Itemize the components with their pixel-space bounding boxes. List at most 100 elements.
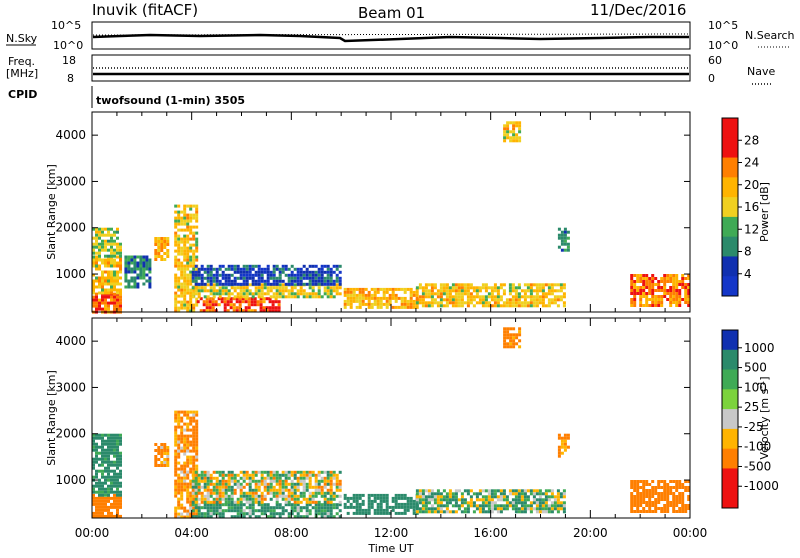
velocity-cell bbox=[266, 485, 270, 489]
power-cell bbox=[466, 304, 470, 308]
velocity-cell bbox=[323, 485, 327, 489]
velocity-cell bbox=[260, 503, 264, 507]
velocity-cell bbox=[355, 511, 359, 515]
velocity-cell bbox=[675, 495, 679, 498]
velocity-cell bbox=[329, 476, 333, 480]
power-cell bbox=[550, 286, 554, 290]
velocity-cell bbox=[174, 458, 178, 462]
power-cell bbox=[376, 305, 380, 309]
power-cell bbox=[92, 295, 95, 299]
power-cell bbox=[409, 290, 413, 294]
velocity-cell bbox=[189, 440, 193, 444]
velocity-cell bbox=[218, 509, 222, 513]
velocity-cell bbox=[508, 504, 512, 508]
nave-label: Nave bbox=[747, 65, 775, 78]
power-cell bbox=[194, 276, 198, 280]
velocity-cell bbox=[687, 480, 691, 483]
power-cell bbox=[242, 282, 246, 286]
power-cell bbox=[415, 286, 419, 290]
velocity-cbar-swatch bbox=[722, 428, 738, 450]
power-cell bbox=[320, 267, 324, 271]
power-cell bbox=[518, 127, 522, 131]
velocity-cell bbox=[177, 446, 181, 450]
velocity-cell bbox=[101, 472, 104, 476]
velocity-cell bbox=[523, 498, 527, 502]
velocity-cell bbox=[421, 498, 425, 502]
power-cell bbox=[227, 292, 231, 296]
velocity-cell bbox=[335, 485, 339, 489]
power-cell bbox=[95, 276, 98, 280]
power-cell bbox=[355, 296, 359, 300]
velocity-cell bbox=[177, 488, 181, 492]
power-cell bbox=[514, 292, 518, 296]
power-cell bbox=[430, 295, 434, 299]
power-cell bbox=[189, 243, 193, 247]
velocity-cell bbox=[509, 339, 513, 343]
velocity-cell bbox=[633, 495, 637, 498]
velocity-cell bbox=[95, 514, 98, 518]
velocity-cell bbox=[272, 494, 276, 498]
power-cell bbox=[233, 270, 237, 274]
velocity-cell bbox=[224, 497, 228, 501]
velocity-cell bbox=[666, 498, 670, 501]
velocity-cell bbox=[195, 434, 199, 438]
velocity-cell bbox=[427, 498, 431, 502]
power-cell bbox=[192, 303, 196, 307]
velocity-cell bbox=[329, 491, 333, 495]
power-cell bbox=[675, 298, 679, 301]
power-cell bbox=[323, 289, 327, 293]
power-cell bbox=[189, 306, 193, 310]
power-cell bbox=[95, 227, 98, 231]
power-cell bbox=[242, 289, 246, 293]
power-cell bbox=[226, 303, 230, 307]
power-cell bbox=[116, 282, 119, 286]
power-cell bbox=[104, 282, 107, 286]
velocity-cell bbox=[633, 498, 637, 501]
velocity-cell bbox=[512, 327, 516, 331]
velocity-cell bbox=[113, 478, 116, 482]
velocity-cell bbox=[645, 501, 649, 504]
velocity-cell bbox=[186, 416, 190, 420]
velocity-cell bbox=[645, 504, 649, 507]
velocity-cell bbox=[113, 436, 116, 440]
power-cell bbox=[177, 264, 181, 268]
velocity-cell bbox=[529, 501, 533, 505]
velocity-cell bbox=[448, 495, 452, 499]
velocity-cell bbox=[448, 498, 452, 502]
velocity-cell bbox=[110, 496, 113, 500]
velocity-cell bbox=[107, 433, 110, 437]
power-cell bbox=[481, 295, 485, 299]
velocity-cell bbox=[439, 492, 443, 496]
power-cell bbox=[215, 282, 219, 286]
velocity-cell bbox=[636, 495, 640, 498]
power-cell bbox=[326, 292, 330, 296]
velocity-cell bbox=[290, 506, 294, 510]
power-cell bbox=[98, 230, 101, 234]
velocity-cell bbox=[657, 492, 661, 495]
power-cell bbox=[633, 298, 637, 301]
power-cell bbox=[269, 295, 273, 299]
velocity-cell bbox=[98, 493, 101, 497]
power-cell bbox=[142, 276, 146, 280]
power-cell bbox=[518, 130, 522, 134]
power-cell bbox=[189, 288, 193, 292]
velocity-cell bbox=[651, 492, 655, 495]
velocity-cell bbox=[391, 499, 395, 503]
nsky-tick-bottom: 10^0 bbox=[53, 39, 83, 52]
velocity-cell bbox=[192, 443, 196, 447]
power-cell bbox=[209, 264, 213, 268]
velocity-cell bbox=[227, 506, 231, 510]
velocity-cell bbox=[254, 482, 258, 486]
velocity-cell bbox=[511, 492, 515, 496]
power-cell bbox=[101, 230, 104, 234]
power-cell bbox=[189, 246, 193, 250]
power-cell bbox=[174, 231, 178, 235]
velocity-cell bbox=[260, 473, 264, 477]
velocity-cell bbox=[320, 476, 324, 480]
power-cell bbox=[192, 204, 196, 208]
power-cell bbox=[332, 279, 336, 283]
velocity-cell bbox=[660, 480, 664, 483]
velocity-cell bbox=[496, 507, 500, 511]
beam-title: Beam 01 bbox=[358, 4, 425, 22]
power-cell bbox=[192, 249, 196, 253]
